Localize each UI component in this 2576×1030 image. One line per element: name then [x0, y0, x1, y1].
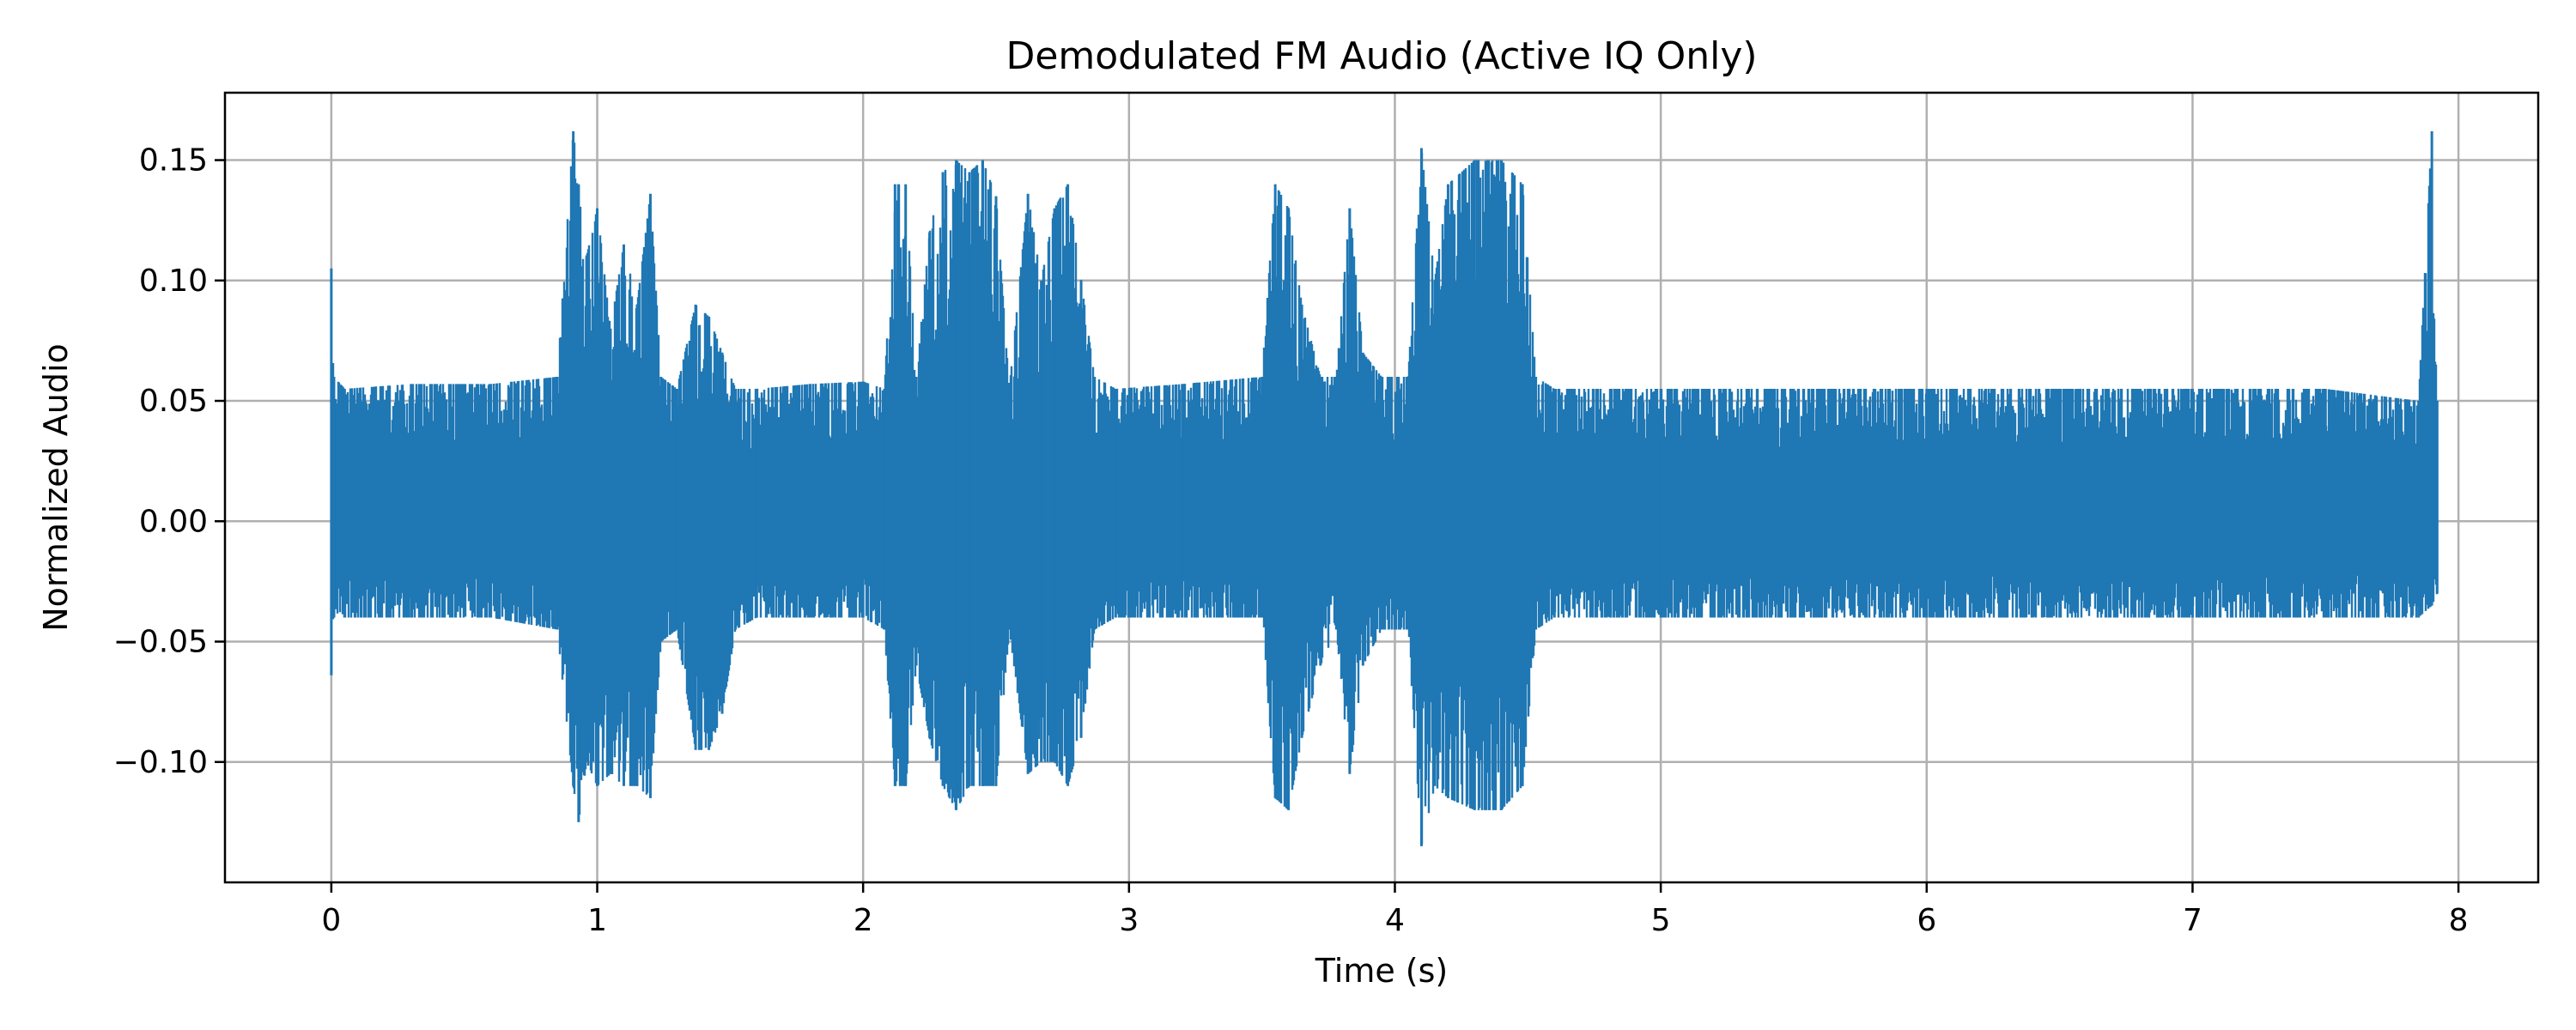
x-tick-label: 1	[587, 903, 607, 938]
y-tick-label: 0.15	[139, 143, 208, 179]
y-axis-label: Normalized Audio	[37, 343, 75, 632]
y-tick-label: 0.00	[139, 504, 208, 539]
x-tick-label: 5	[1651, 903, 1671, 938]
audio-waveform-line	[330, 139, 2439, 845]
x-tick-label: 2	[854, 903, 873, 938]
x-tick-label: 7	[2183, 903, 2202, 938]
ticks: 0 1 2 3 4 5 6 7 8 −0.10 −0.05 0.00 0.05 0.10 0.15	[113, 143, 2469, 938]
x-tick-label: 8	[2449, 903, 2469, 938]
y-tick-label: 0.10	[139, 264, 208, 299]
x-tick-label: 3	[1119, 903, 1139, 938]
x-axis-label: Time (s)	[1315, 952, 1449, 990]
y-tick-label: −0.05	[113, 625, 208, 660]
chart-title: Demodulated FM Audio (Active IQ Only)	[1005, 34, 1757, 78]
x-tick-label: 6	[1917, 903, 1936, 938]
x-tick-label: 4	[1385, 903, 1405, 938]
x-tick-label: 0	[321, 903, 341, 938]
y-tick-label: 0.05	[139, 384, 208, 419]
waveform	[330, 130, 2439, 846]
plot-frame	[223, 91, 2540, 884]
y-tick-label: −0.10	[113, 745, 208, 780]
